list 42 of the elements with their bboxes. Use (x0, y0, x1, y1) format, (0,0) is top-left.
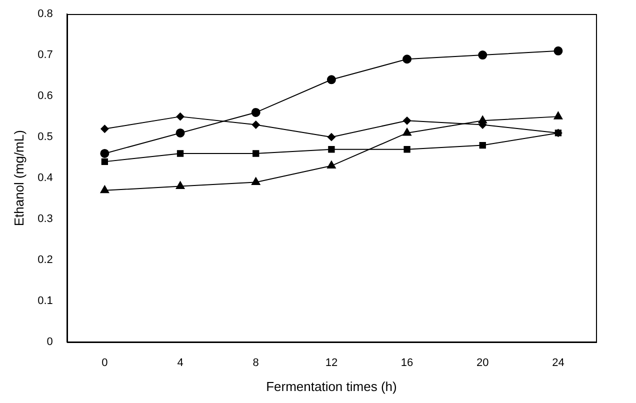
point (554, 46, 563, 56)
y-tick-label: 0.5 (38, 131, 53, 144)
y-tick-label: 0.2 (38, 254, 53, 266)
y-tick-label: 0 (46, 336, 53, 348)
y-tick-label: 0.1 (38, 295, 53, 308)
point (479, 142, 486, 149)
point (176, 181, 185, 190)
x-tick-label: 0 (102, 356, 108, 369)
point (328, 146, 335, 153)
point (100, 124, 109, 133)
point (251, 108, 260, 117)
point (176, 128, 185, 138)
x-tick-label: 20 (476, 356, 489, 369)
point (403, 116, 412, 125)
x-axis-title: Fermentation times (h) (266, 378, 397, 394)
point (176, 150, 184, 157)
point (100, 148, 110, 158)
point (326, 75, 336, 84)
point (252, 150, 260, 157)
point (252, 120, 260, 129)
point (478, 50, 488, 60)
x-tick-label: 12 (325, 356, 338, 369)
x-tick-label: 8 (252, 356, 259, 369)
point (327, 160, 336, 169)
x-tick-label: 24 (552, 356, 564, 369)
y-tick-label: 0.7 (38, 49, 53, 62)
y-tick-label: 0.6 (38, 90, 53, 102)
y-axis-title: Ethanol (mg/mL) (11, 130, 26, 226)
point (101, 158, 108, 166)
y-tick-label: 0.3 (38, 213, 53, 226)
point (100, 185, 110, 194)
point (402, 128, 412, 136)
y-tick-label: 0.8 (38, 8, 53, 20)
point (402, 54, 412, 64)
point (554, 112, 563, 120)
x-tick-label: 4 (177, 356, 184, 369)
x-tick-label: 16 (400, 356, 414, 369)
point (327, 133, 336, 142)
y-tick-label: 0.4 (38, 172, 53, 184)
point (251, 177, 260, 185)
point (404, 146, 410, 153)
point (176, 112, 184, 121)
